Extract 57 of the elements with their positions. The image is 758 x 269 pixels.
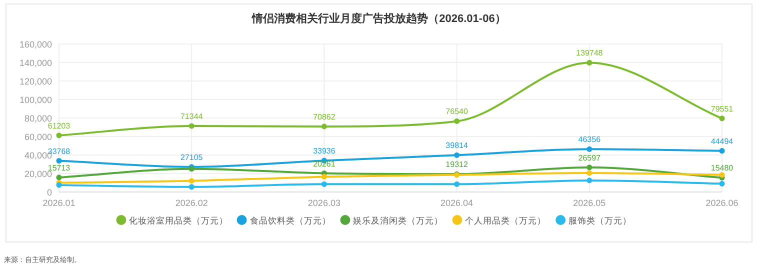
point [586,146,592,152]
data-label: 71344 [180,112,204,122]
point [56,132,62,138]
point [454,181,460,187]
data-label: 27105 [180,152,204,162]
data-label: 15480 [710,164,734,173]
point [56,174,62,180]
point [586,60,592,66]
legend-label: 个人用品类（万元） [465,216,546,226]
x-tick-label: 2026.03 [308,198,340,208]
point [719,172,725,178]
point [188,178,194,184]
point [56,158,62,164]
data-label: 70862 [313,112,336,122]
data-label: 46356 [578,135,602,144]
data-label: 20261 [313,159,336,168]
x-tick-label: 2026.01 [42,198,76,208]
data-label: 19312 [446,160,468,170]
point [586,170,592,176]
point [321,181,327,187]
data-label: 139748 [576,48,604,58]
y-tick-label: 60,000 [24,132,52,142]
point [321,174,327,180]
x-tick-label: 2026.02 [175,198,208,208]
x-tick-label: 2026.05 [573,198,606,208]
point [719,148,725,154]
point [188,184,194,190]
legend-label: 服饰类（万元） [568,216,632,226]
legend-label: 化妆浴室用品类（万元） [129,216,228,226]
x-tick-label: 2026.04 [440,198,474,208]
data-label: 79551 [710,104,734,114]
x-tick-label: 2026.06 [706,198,738,208]
data-label: 33768 [48,146,71,156]
legend-label: 食品饮料类（万元） [250,216,331,226]
point [454,152,460,158]
y-tick-label: 160,000 [19,40,52,50]
point [454,118,460,124]
y-tick-label: 80,000 [24,114,52,124]
data-label: 26597 [578,153,602,162]
point [719,116,725,122]
point [719,180,725,186]
y-tick-label: 120,000 [19,76,52,86]
data-label: 76540 [446,107,468,116]
data-label: 39814 [446,141,468,150]
point [586,164,592,170]
legend-label: 娱乐及消闲类（万元） [353,216,444,226]
y-tick-label: 100,000 [19,95,52,105]
point [321,124,327,130]
point [586,178,592,184]
data-label: 44494 [710,136,734,146]
chart-title: 情侣消费相关行业月度广告投放趋势（2026.01-06） [251,12,506,25]
point [188,123,194,129]
data-label: 33936 [313,146,336,156]
data-label: 61203 [48,121,71,130]
y-tick-label: 0 [46,188,52,198]
point [56,182,62,188]
y-tick-label: 140,000 [19,58,52,68]
